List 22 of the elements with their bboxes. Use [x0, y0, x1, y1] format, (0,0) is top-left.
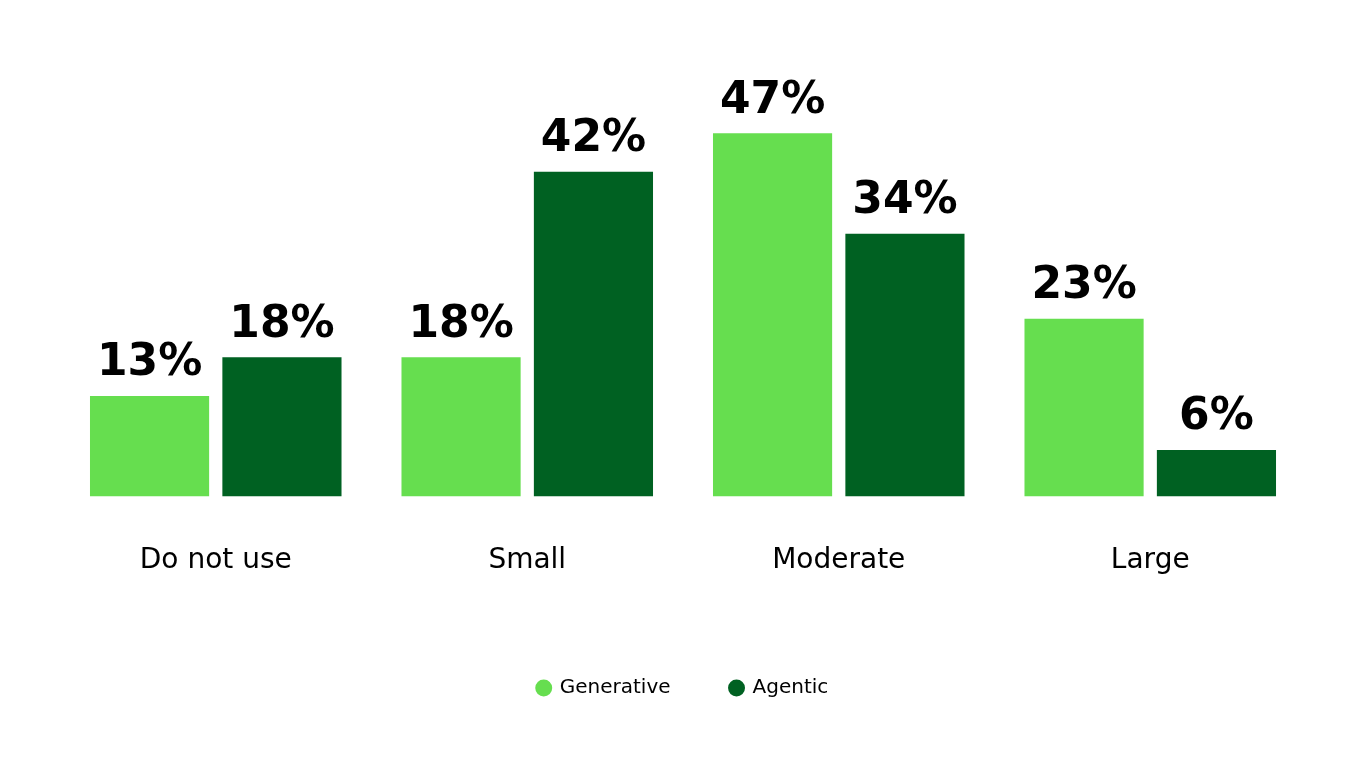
bar — [89, 395, 210, 497]
data-label: 47% — [719, 71, 826, 123]
bar — [222, 357, 342, 497]
data-label: 6% — [1179, 388, 1254, 440]
bar — [845, 233, 965, 497]
x-tick-label: Large — [1110, 542, 1190, 576]
bar — [1024, 318, 1144, 497]
data-label: 34% — [852, 172, 958, 224]
bar — [712, 133, 833, 497]
data-label: 18% — [229, 295, 335, 347]
bar — [401, 357, 521, 497]
data-label: 42% — [540, 110, 647, 162]
x-tick-label: Moderate — [772, 542, 906, 576]
bar — [1156, 450, 1277, 497]
x-tick-label: Small — [488, 542, 567, 576]
x-tick-label: Do not use — [139, 542, 292, 576]
legend-label: Generative — [559, 674, 671, 699]
bar — [533, 171, 654, 497]
data-label: 13% — [96, 334, 203, 386]
data-label: 23% — [1031, 257, 1137, 309]
data-label: 18% — [408, 295, 514, 347]
legend-label: Agentic — [752, 674, 829, 699]
